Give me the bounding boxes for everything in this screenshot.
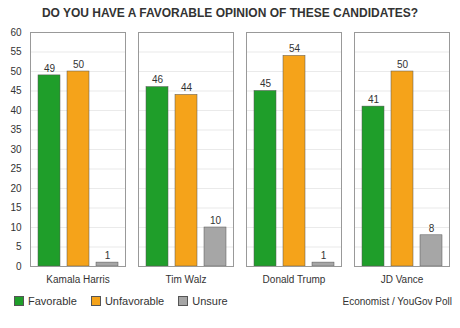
svg-text:55: 55 xyxy=(10,46,22,57)
svg-text:Kamala Harris: Kamala Harris xyxy=(46,274,109,285)
html-text:Favorable: Favorable xyxy=(28,295,77,307)
svg-text:60: 60 xyxy=(10,27,22,38)
svg-text:Tim Walz: Tim Walz xyxy=(166,274,207,285)
svg-text:Donald Trump: Donald Trump xyxy=(263,274,326,285)
svg-text:44: 44 xyxy=(181,82,193,93)
svg-text:JD Vance: JD Vance xyxy=(381,274,424,285)
svg-text:46: 46 xyxy=(152,74,164,85)
svg-text:1: 1 xyxy=(105,250,111,261)
svg-text:25: 25 xyxy=(10,163,22,174)
svg-text:0: 0 xyxy=(16,261,22,272)
svg-text:50: 50 xyxy=(397,59,409,70)
svg-text:41: 41 xyxy=(368,94,380,105)
svg-text:5: 5 xyxy=(16,241,22,252)
svg-text:50: 50 xyxy=(73,59,85,70)
svg-text:45: 45 xyxy=(260,78,272,89)
svg-text:8: 8 xyxy=(429,223,435,234)
html-text:Economist / YouGov Poll: Economist / YouGov Poll xyxy=(342,295,452,307)
svg-text:15: 15 xyxy=(10,202,22,213)
svg-text:20: 20 xyxy=(10,183,22,194)
svg-text:35: 35 xyxy=(10,124,22,135)
svg-text:1: 1 xyxy=(321,250,327,261)
svg-text:10: 10 xyxy=(10,222,22,233)
svg-text:45: 45 xyxy=(10,85,22,96)
svg-text:50: 50 xyxy=(10,66,22,77)
html-text:DO YOU HAVE A FAVORABLE OPINIO: DO YOU HAVE A FAVORABLE OPINION OF THESE… xyxy=(41,6,419,20)
svg-text:10: 10 xyxy=(210,215,222,226)
html-text:Unsure: Unsure xyxy=(192,295,228,307)
svg-text:49: 49 xyxy=(44,63,56,74)
svg-text:54: 54 xyxy=(289,43,301,54)
svg-text:30: 30 xyxy=(10,144,22,155)
svg-text:40: 40 xyxy=(10,105,22,116)
html-text:Unfavorable: Unfavorable xyxy=(104,295,165,307)
